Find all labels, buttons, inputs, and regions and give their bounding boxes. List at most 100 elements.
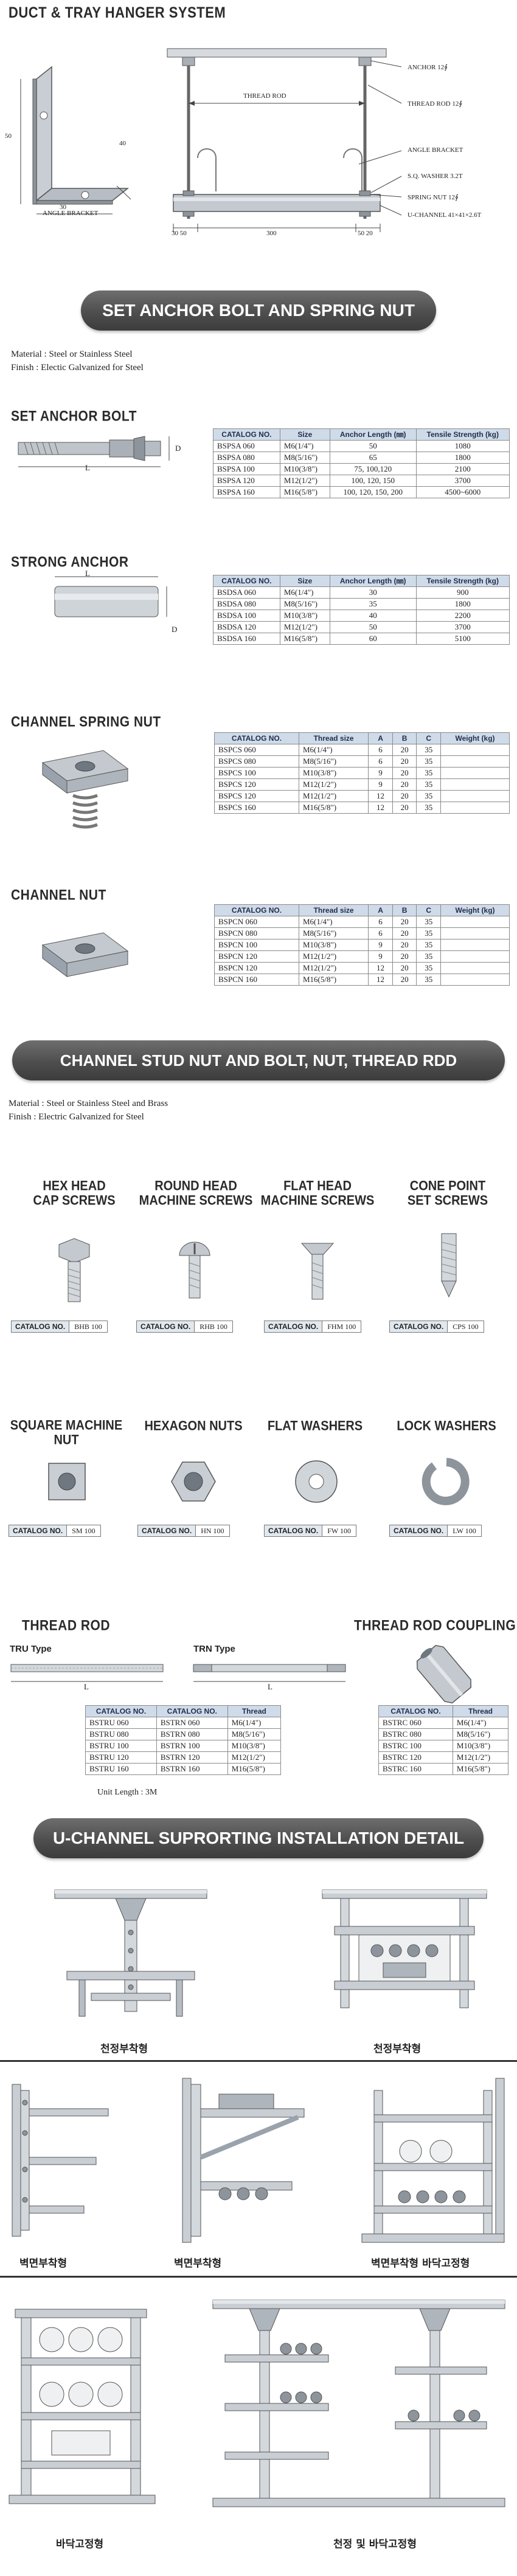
cell: 100, 120, 150: [329, 475, 417, 487]
cell: BSTRU 060: [85, 1717, 157, 1729]
cell: [440, 744, 510, 756]
coupling-table: CATALOG NO. Thread BSTRC 060 M6(1/4") BST…: [378, 1705, 509, 1775]
table-row: BSPSA 160 M16(5/8") 100, 120, 150, 200 4500…: [213, 486, 510, 498]
cell: BSTRC 080: [378, 1728, 453, 1740]
cell: 12: [368, 802, 393, 814]
cell: M16(5/8"): [227, 1763, 282, 1775]
cell: M10(3/8"): [298, 767, 369, 779]
cell: BSDSA 100: [213, 610, 280, 622]
cell: 20: [392, 939, 417, 951]
catalog-box: CATALOG NO. FW 100: [264, 1525, 357, 1537]
wall-mount-drawing-1: [12, 2084, 109, 2237]
cell: 20: [392, 767, 417, 779]
cell: M16(5/8"): [452, 1763, 509, 1775]
trn-type-label: TRN Type: [193, 1644, 235, 1654]
cell: M10(3/8"): [279, 610, 330, 622]
cell: M6(1/4"): [227, 1717, 282, 1729]
channel-spring-nut-drawing: [41, 750, 129, 829]
cell: BSPCN 100: [214, 939, 299, 951]
floor-mount-caption: 바닥고정형: [56, 2538, 104, 2550]
cell: 50: [329, 440, 417, 452]
cone-point-set-screws-label: CONE POINT SET SCREWS: [387, 1179, 508, 1208]
col-header: CATALOG NO.: [214, 904, 299, 916]
table-row: BSPSA 120 M12(1/2") 100, 120, 150 3700: [213, 475, 510, 487]
ceiling-mount-caption-2: 천정부착형: [373, 2043, 422, 2055]
table-row: BSPSA 100 M10(3/8") 75, 100,120 2100: [213, 463, 510, 475]
cell: M16(5/8"): [279, 633, 330, 645]
tru-thread-rod-drawing: [10, 1664, 164, 1682]
cell: M8(5/16"): [279, 452, 330, 464]
cell: BSTRN 160: [156, 1763, 228, 1775]
cell: M8(5/16"): [452, 1728, 509, 1740]
table-row: BSPCN 160 M16(5/8") 12 20 35: [214, 974, 510, 986]
cell: 2200: [415, 610, 510, 622]
cell: M8(5/16"): [298, 927, 369, 939]
cell: 35: [416, 950, 442, 963]
channel-spring-nut-table: CATALOG NO. Thread size A B C Weight (kg…: [214, 732, 510, 814]
cell: 9: [368, 950, 393, 963]
table-row: BSTRU 100 BSTRN 100 M10(3/8"): [85, 1740, 282, 1752]
catalog-value: RHB 100: [200, 1322, 227, 1331]
cell: M16(5/8"): [298, 802, 369, 814]
dim-40: 40: [119, 140, 126, 147]
dim-l-trn: L: [268, 1682, 272, 1691]
cell: M6(1/4"): [298, 744, 369, 756]
material-text-1: Material : Steel or Stainless Steel Fini…: [11, 348, 144, 374]
cell: M8(5/16"): [227, 1728, 282, 1740]
cell: 35: [416, 767, 442, 779]
cell: M12(1/2"): [279, 621, 330, 633]
angle-bracket-drawing: [20, 66, 131, 215]
cell: 35: [416, 802, 442, 814]
col-header: Size: [279, 428, 330, 441]
cell: 12: [368, 790, 393, 802]
square-nut-icon: [48, 1463, 86, 1500]
catalog-label: CATALOG NO.: [138, 1525, 196, 1536]
table-row: BSTRC 080 M8(5/16"): [378, 1728, 509, 1740]
cell: BSPCS 080: [214, 755, 299, 768]
table-row: BSPCS 120 M12(1/2") 12 20 35: [214, 790, 510, 802]
table-row: BSTRC 100 M10(3/8"): [378, 1740, 509, 1752]
cell: BSPCN 120: [214, 950, 299, 963]
cell: M10(3/8"): [279, 463, 330, 475]
col-header: Tensile Strength (kg): [415, 575, 510, 587]
cell: 20: [392, 744, 417, 756]
cell: M10(3/8"): [227, 1740, 282, 1752]
col-header: CATALOG NO.: [378, 1705, 453, 1717]
square-machine-nut-label: SQUARE MACHINE NUT: [10, 1418, 123, 1448]
cell: M12(1/2"): [298, 962, 369, 974]
col-header: Thread size: [298, 732, 369, 744]
table-row: BSPCS 160 M16(5/8") 12 20 35: [214, 802, 510, 814]
dim-30: 30: [60, 204, 66, 211]
cell: 20: [392, 790, 417, 802]
cell: 6: [368, 916, 393, 928]
cell: 75, 100,120: [329, 463, 417, 475]
col-header: Weight (kg): [440, 732, 510, 744]
cell: 4500~6000: [415, 486, 510, 498]
cell: 900: [415, 586, 510, 599]
col-header: Anchor Length (㎜): [329, 428, 417, 441]
cell: 6: [368, 927, 393, 939]
cell: 35: [416, 939, 442, 951]
label-thread-rod-mid: THREAD ROD: [243, 92, 286, 100]
cell: 35: [416, 927, 442, 939]
cell: 20: [392, 962, 417, 974]
cell: 20: [392, 755, 417, 768]
flat-head-machine-screws-label: FLAT HEAD MACHINE SCREWS: [257, 1179, 378, 1208]
cone-point-screw-icon: [441, 1233, 457, 1298]
col-header: Thread size: [298, 904, 369, 916]
cell: 35: [416, 744, 442, 756]
dim-30-50: 30 50: [172, 230, 187, 237]
col-header: Tensile Strength (kg): [415, 428, 510, 441]
cell: BSDSA 060: [213, 586, 280, 599]
cell: BSPCS 100: [214, 767, 299, 779]
wall-floor-mount-drawing: [361, 2078, 505, 2243]
hanger-assembly-drawing: [167, 48, 402, 232]
col-header: CATALOG NO.: [213, 575, 280, 587]
ceiling-mount-drawing-2: [322, 1889, 487, 2008]
cell: BSTRU 080: [85, 1728, 157, 1740]
table-row: BSPSA 060 M6(1/4") 50 1080: [213, 440, 510, 452]
label-thread-rod: THREAD ROD 12∮: [408, 100, 463, 108]
cell: BSDSA 120: [213, 621, 280, 633]
ceiling-floor-mount-caption: 천정 및 바닥고정형: [333, 2538, 417, 2550]
cell: BSTRN 060: [156, 1717, 228, 1729]
